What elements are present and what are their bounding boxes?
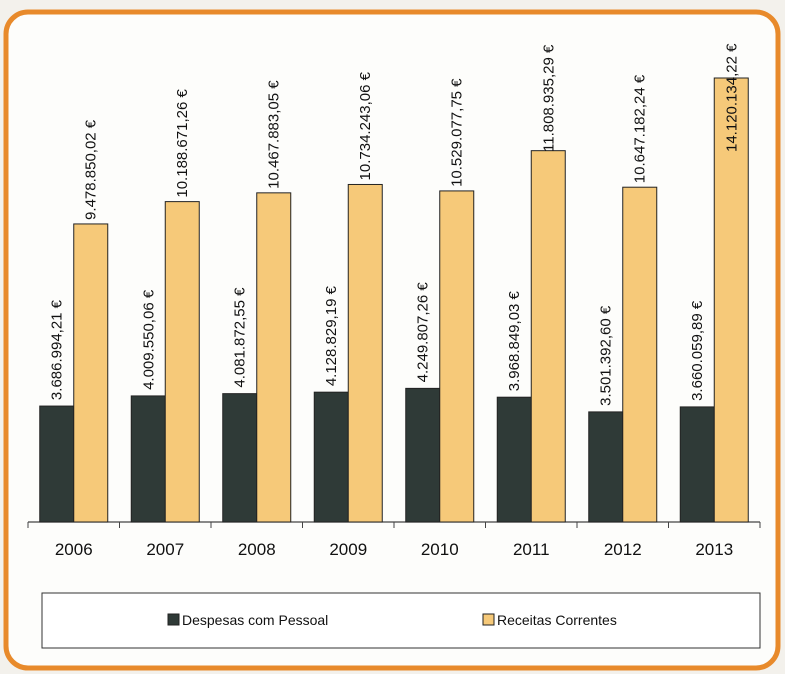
bar [496, 396, 532, 523]
x-tick-label: 2009 [329, 540, 367, 559]
data-label: 3.660.059,89 € [689, 300, 706, 401]
data-label: 9.478.850,02 € [83, 119, 100, 220]
x-tick-label: 2006 [55, 540, 93, 559]
x-tick-label: 2011 [513, 540, 550, 559]
x-tick-label: 2012 [604, 540, 642, 559]
bar [313, 391, 349, 523]
x-tick-label: 2008 [238, 540, 276, 559]
data-label: 11.808.935,29 € [540, 44, 557, 152]
data-label: 4.128.829,19 € [323, 285, 340, 386]
data-label: 3.686.994,21 € [49, 299, 66, 400]
bar [39, 405, 75, 523]
bar [622, 186, 658, 523]
bar [256, 192, 292, 523]
data-label: 14.120.134,22 € [723, 43, 740, 152]
data-label: 10.188.671,26 € [174, 89, 191, 198]
bar [439, 190, 475, 523]
bar [713, 77, 749, 523]
legend-swatch [167, 613, 180, 626]
bar [73, 223, 109, 523]
bar [530, 150, 566, 523]
frame [3, 9, 781, 671]
bar [130, 395, 166, 523]
data-label: 4.081.872,55 € [232, 287, 249, 388]
bar [347, 183, 383, 523]
bar [405, 387, 441, 523]
legend-label: Despesas com Pessoal [182, 612, 328, 628]
data-label: 10.467.883,05 € [266, 80, 283, 189]
bar [588, 411, 624, 523]
legend-label: Receitas Correntes [497, 612, 617, 628]
x-tick-label: 2013 [695, 540, 733, 559]
bar [679, 406, 715, 523]
data-label: 10.734.243,06 € [357, 71, 374, 180]
x-tick-label: 2007 [146, 540, 184, 559]
data-label: 10.529.077,75 € [449, 78, 466, 187]
legend-swatch [482, 613, 495, 626]
data-label: 3.501.392,60 € [598, 305, 615, 406]
data-label: 4.249.807,26 € [415, 282, 432, 383]
legend-box [41, 592, 761, 649]
data-label: 3.968.849,03 € [506, 290, 523, 391]
bar [222, 393, 258, 523]
x-tick-label: 2010 [421, 540, 459, 559]
data-label: 4.009.550,06 € [140, 289, 157, 390]
data-label: 10.647.182,24 € [632, 74, 649, 183]
bar [164, 201, 200, 523]
